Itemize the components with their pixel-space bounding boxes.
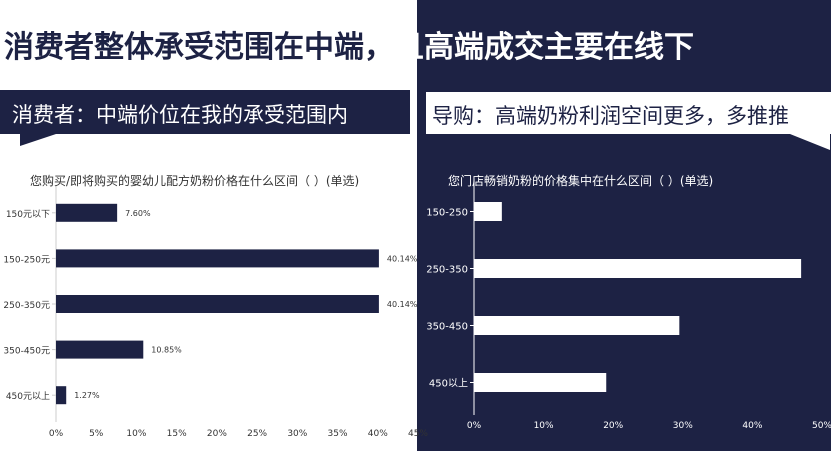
- right-chart-title: 您门店畅销奶粉的价格集中在什么区间（ ）(单选): [448, 174, 714, 188]
- left-chart-data-label: 10.85%: [151, 346, 182, 355]
- left-chart-data-label: 40.14%: [387, 300, 418, 309]
- right-chart-x-tick-label: 40%: [742, 421, 762, 431]
- left-chart-title: 您购买/即将购买的婴幼儿配方奶粉价格在什么区间（ ）(单选): [30, 174, 360, 188]
- right-chart-bar: [474, 316, 680, 335]
- left-chart-data-label: 1.27%: [74, 391, 100, 400]
- left-chart-bar: [56, 340, 144, 359]
- right-chart-x-tick-label: 10%: [534, 421, 554, 431]
- left-chart-category-label: 350-450元: [3, 347, 50, 357]
- right-chart-category-label: 450以上: [429, 378, 468, 390]
- guide-banner-tail: [790, 134, 830, 150]
- left-chart-x-tick-label: 0%: [49, 429, 64, 439]
- left-chart-category-label: 150-250元: [3, 255, 50, 265]
- title-left-part: 消费者整体承受范围在中端，: [4, 30, 394, 65]
- left-chart-x-tick-label: 45%: [408, 429, 428, 439]
- consumer-banner: [0, 90, 410, 134]
- right-chart-category-label: 150-250: [426, 208, 468, 219]
- guide-banner: [426, 92, 831, 134]
- right-chart-category-label: 350-450: [426, 322, 468, 333]
- left-chart-category-label: 450元以上: [6, 391, 50, 402]
- left-chart-x-tick-label: 40%: [368, 429, 388, 439]
- left-chart-bar: [56, 203, 118, 222]
- right-chart-bar: [474, 373, 607, 392]
- left-chart-bar: [56, 249, 379, 268]
- right-chart-x-tick-label: 20%: [603, 421, 623, 431]
- right-chart-category-label: 250-350: [426, 265, 468, 276]
- left-chart-x-tick-label: 35%: [328, 429, 348, 439]
- left-chart-category-label: 150元以下: [6, 210, 50, 220]
- left-chart-x-tick-label: 25%: [247, 429, 267, 439]
- guide-banner-text: 导购：高端奶粉利润空间更多，多推推: [432, 104, 789, 128]
- left-chart-x-tick-label: 5%: [89, 429, 104, 439]
- right-chart-bar: [474, 259, 802, 278]
- title-right-part: 且高端成交主要在线下: [394, 30, 694, 65]
- left-chart-data-label: 40.14%: [387, 254, 418, 263]
- consumer-banner-text: 消费者：中端价位在我的承受范围内: [12, 103, 348, 127]
- left-chart-x-tick-label: 15%: [167, 429, 187, 439]
- left-chart-bar: [56, 386, 67, 405]
- left-chart-category-label: 250-350元: [3, 301, 50, 311]
- page-title: 消费者整体承受范围在中端，且高端成交主要在线下: [4, 22, 694, 66]
- left-chart-data-label: 7.60%: [125, 209, 151, 218]
- right-chart-x-tick-label: 30%: [673, 421, 693, 431]
- left-chart-x-tick-label: 10%: [126, 429, 146, 439]
- consumer-banner-tail: [20, 134, 56, 146]
- left-chart-x-tick-label: 20%: [207, 429, 227, 439]
- right-chart-bar: [474, 202, 502, 221]
- left-chart-bar: [56, 295, 379, 313]
- left-chart-x-tick-label: 30%: [287, 429, 307, 439]
- right-chart-x-tick-label: 50%: [812, 421, 831, 431]
- right-chart-x-tick-label: 0%: [467, 421, 482, 431]
